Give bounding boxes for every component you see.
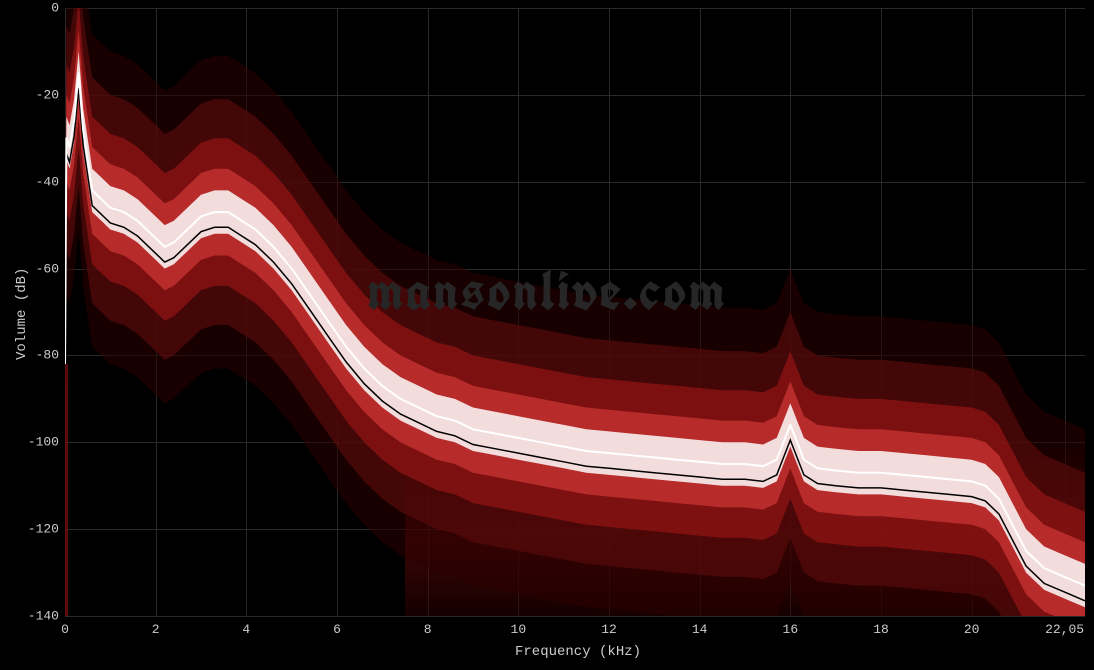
y-tick-label: -20: [20, 87, 59, 102]
y-tick-label: 0: [20, 1, 59, 16]
grid-h: [65, 616, 1085, 617]
x-axis-label: Frequency (kHz): [515, 644, 641, 660]
y-tick-label: -120: [20, 522, 59, 537]
x-tick-label: 10: [511, 622, 527, 637]
x-tick-label: 2: [152, 622, 160, 637]
x-tick-label: 18: [873, 622, 889, 637]
spectrum-svg: [65, 8, 1085, 616]
y-axis-label: Volume (dB): [14, 268, 30, 360]
x-tick-label: 4: [242, 622, 250, 637]
y-tick-label: -80: [20, 348, 59, 363]
x-tick-label: 8: [424, 622, 432, 637]
x-tick-label: 22,05: [1045, 622, 1084, 637]
x-tick-label: 16: [783, 622, 799, 637]
spectrum-chart: Frequency (kHz) Volume (dB) mansonlive.c…: [0, 0, 1094, 670]
y-tick-label: -40: [20, 174, 59, 189]
y-tick-label: -140: [20, 609, 59, 624]
x-tick-label: 12: [601, 622, 617, 637]
y-tick-label: -60: [20, 261, 59, 276]
x-tick-label: 6: [333, 622, 341, 637]
y-tick-label: -100: [20, 435, 59, 450]
plot-area: [65, 8, 1085, 616]
x-tick-label: 0: [61, 622, 69, 637]
x-tick-label: 20: [964, 622, 980, 637]
x-tick-label: 14: [692, 622, 708, 637]
